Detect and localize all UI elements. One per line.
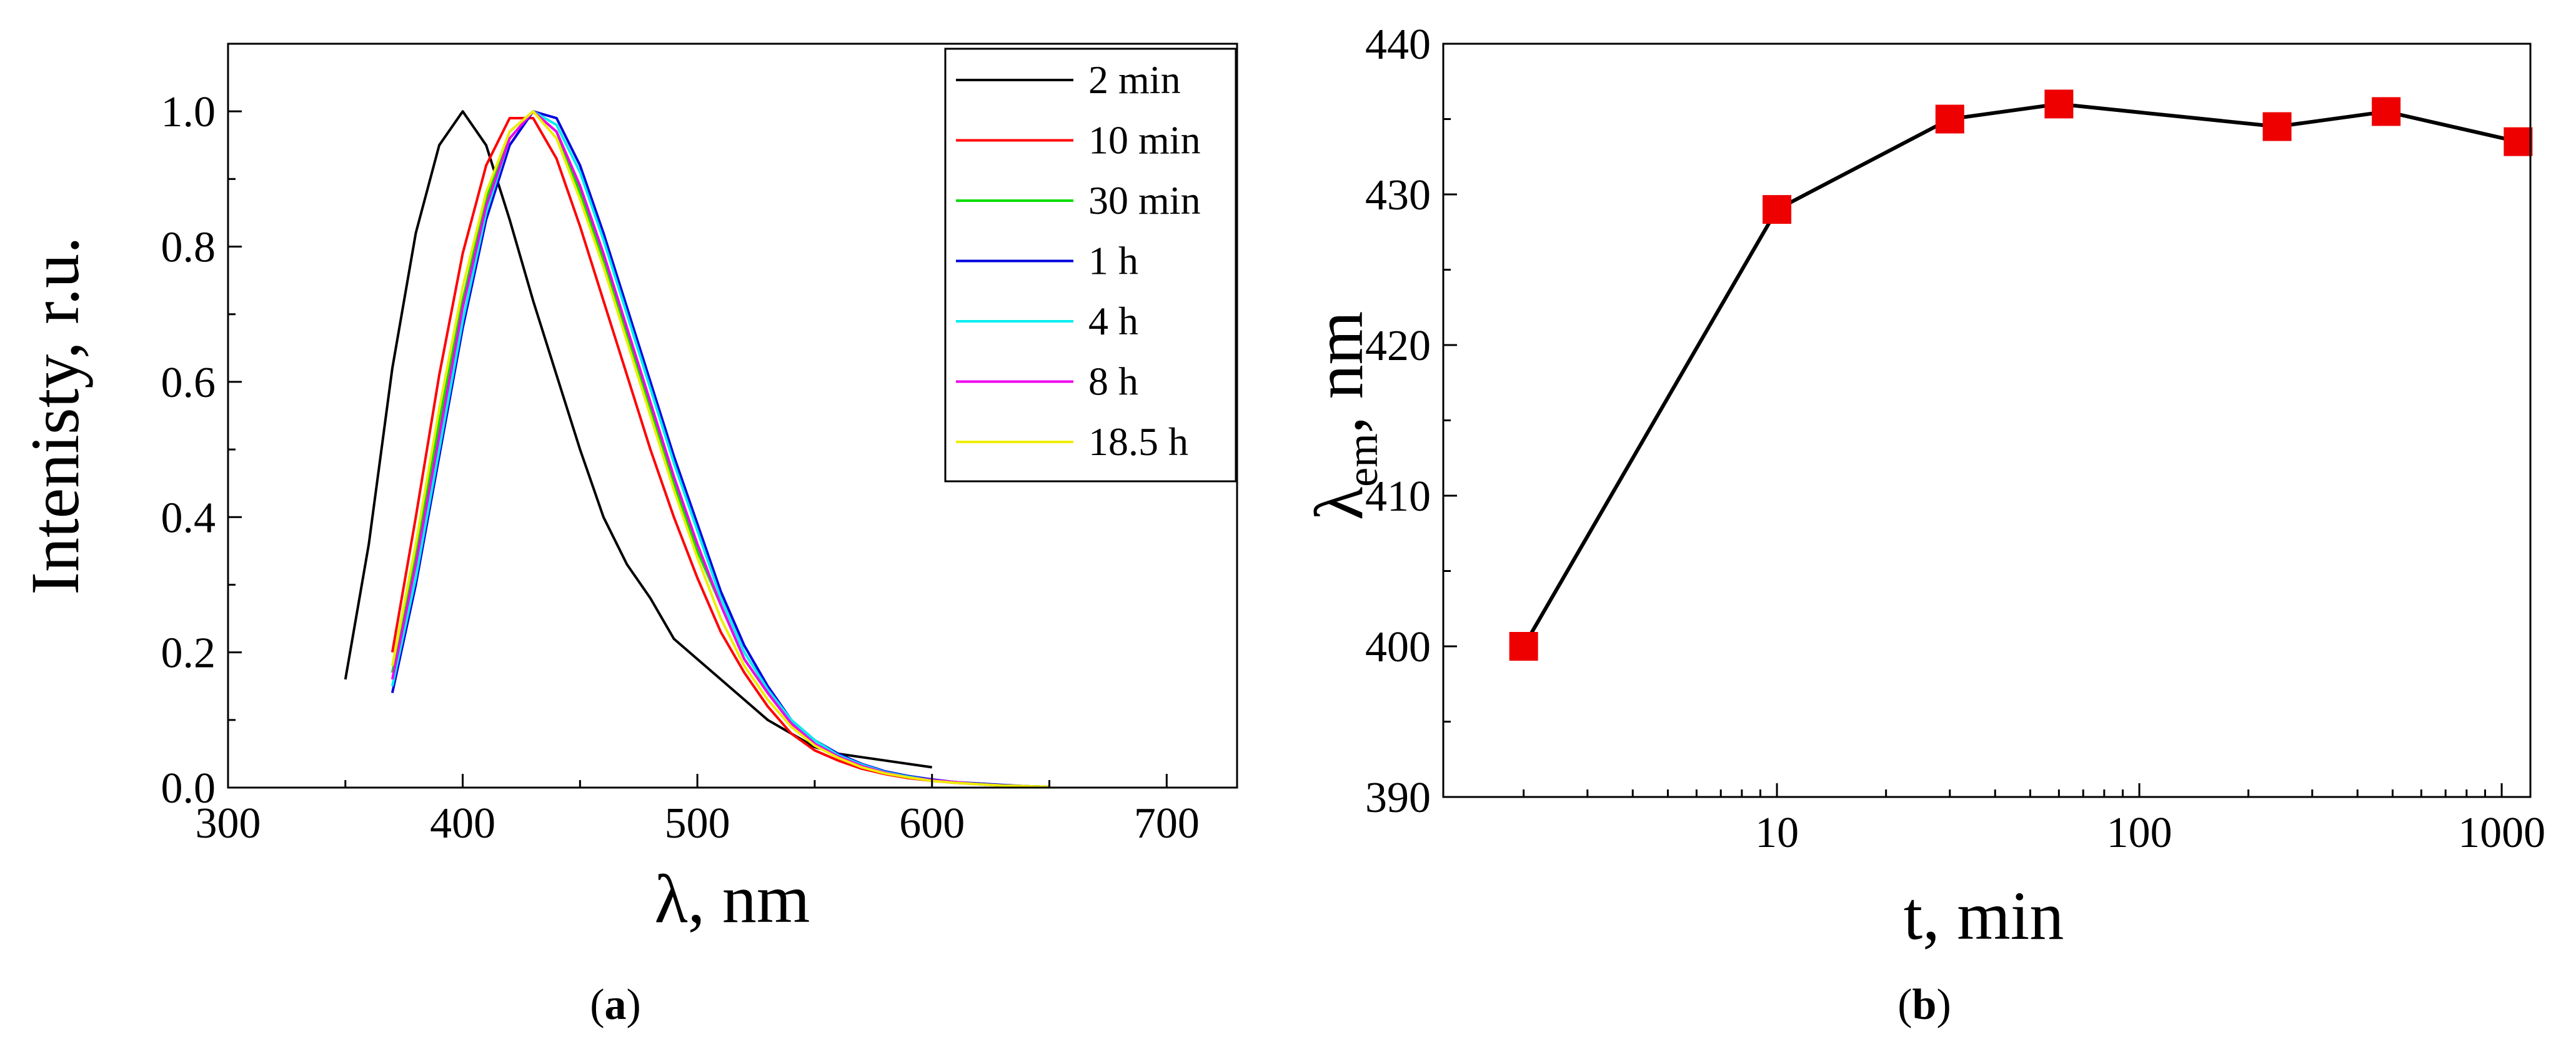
panel-a-x-tick-labels: 300 400 500 600 700 <box>196 799 1200 848</box>
y-tick-label: 430 <box>1365 171 1431 219</box>
legend-label: 4 h <box>1088 299 1138 343</box>
y-tick-label: 410 <box>1365 473 1431 521</box>
data-point <box>2504 127 2533 156</box>
panel-a-frame <box>227 43 1238 789</box>
y-tick-label: 390 <box>1365 774 1431 822</box>
panel-b-x-axis-label: t, min <box>1904 878 2064 954</box>
legend-label: 30 min <box>1088 178 1201 223</box>
panel-a-caption: (a) <box>590 981 641 1029</box>
panel-a-ticks <box>227 43 1168 789</box>
x-tick-label: 10 <box>1755 809 1799 857</box>
x-tick-label: 500 <box>665 799 730 848</box>
y-tick-label: 0.6 <box>161 359 216 407</box>
panel-b-frame <box>1442 43 2532 798</box>
data-point <box>1763 195 1792 224</box>
panel-b-chart: 10 100 1000 390 400 410 420 430 440 t, min λem,… <box>1301 21 2545 1029</box>
x-tick-label: 100 <box>2107 809 2172 857</box>
panel-a-y-tick-labels: 0.0 0.2 0.4 0.6 0.8 1.0 <box>161 88 216 813</box>
data-point <box>1935 104 1964 134</box>
panel-b-markers <box>1509 89 2533 661</box>
data-point <box>1509 632 1538 661</box>
series-line-6 <box>390 110 1050 788</box>
panel-b-line <box>1522 102 2519 648</box>
panel-b-y-axis-label-unit: , nm <box>1301 311 1377 434</box>
panel-a-caption-letter: a <box>605 981 627 1029</box>
panel-a-x-axis-label: λ, nm <box>655 861 810 937</box>
x-tick-label: 700 <box>1134 799 1200 848</box>
x-tick-label: 600 <box>899 799 965 848</box>
x-tick-label: 300 <box>196 799 261 848</box>
panel-b-y-axis-label-subscript: em <box>1339 433 1387 487</box>
y-tick-label: 400 <box>1365 623 1431 671</box>
panel-b-y-axis-label-main: λ <box>1301 487 1377 520</box>
y-tick-label: 0.4 <box>161 494 216 542</box>
panel-b-x-tick-labels: 10 100 1000 <box>1755 809 2545 857</box>
x-tick-label: 400 <box>430 799 495 848</box>
legend-label: 2 min <box>1088 58 1181 102</box>
legend-label: 10 min <box>1088 118 1201 163</box>
y-tick-label: 0.0 <box>161 764 216 813</box>
legend-box <box>944 48 1237 483</box>
x-tick-label: 1000 <box>2458 809 2545 857</box>
y-tick-label: 440 <box>1365 21 1431 69</box>
legend-label: 8 h <box>1088 359 1138 404</box>
panel-b-ticks <box>1443 43 2503 798</box>
legend-label: 1 h <box>1088 239 1138 283</box>
panel-b-y-tick-labels: 390 400 410 420 430 440 <box>1365 21 1431 822</box>
panel-a-legend: 2 min 10 min 30 min 1 h 4 h 8 h 18.5 h <box>944 48 1237 483</box>
y-tick-label: 0.2 <box>161 629 216 678</box>
panel-a-chart: 300 400 500 600 700 0.0 0.2 0.4 0.6 0.8 1.0 λ, nm… <box>17 43 1238 1029</box>
panel-b-caption-letter: b <box>1912 981 1937 1029</box>
panel-a-y-axis-label: Intenisty, r.u. <box>17 236 93 594</box>
data-point <box>2262 112 2292 141</box>
data-point <box>2044 89 2074 119</box>
data-point <box>2372 97 2401 126</box>
panel-b-caption: (b) <box>1897 981 1951 1029</box>
y-tick-label: 420 <box>1365 322 1431 370</box>
legend-label: 18.5 h <box>1088 419 1188 464</box>
y-tick-label: 1.0 <box>161 88 216 136</box>
panel-a-curves <box>344 110 1050 788</box>
y-tick-label: 0.8 <box>161 224 216 272</box>
data-line <box>1522 102 2519 648</box>
panel-b-y-axis-label: λem, nm <box>1301 311 1387 520</box>
